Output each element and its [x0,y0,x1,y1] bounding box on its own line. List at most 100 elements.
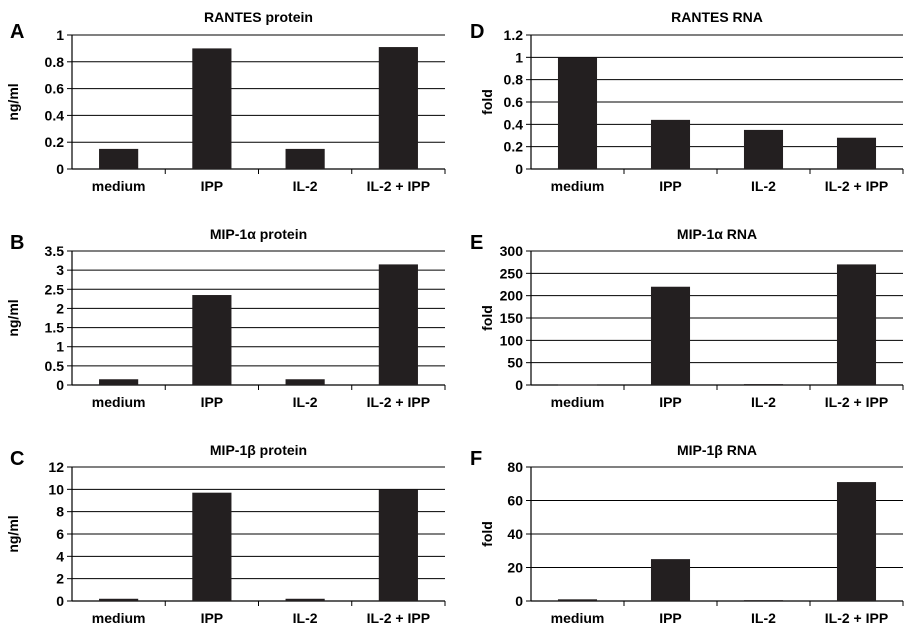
y-tick-label: 0 [56,161,64,177]
y-tick-label: 150 [500,310,524,326]
category-label: IL-2 [751,610,776,625]
bar-b-4 [378,264,418,385]
y-tick-label: 2 [56,300,64,316]
category-label: IL-2 + IPP [825,610,888,625]
category-label: medium [551,610,605,625]
category-label: IL-2 [293,394,318,410]
y-tick-label: 12 [48,459,64,475]
category-label: IPP [201,610,224,625]
category-label: IL-2 [293,610,318,625]
bar-b-2 [192,295,232,385]
y-tick-label: 250 [500,265,524,281]
category-label: IL-2 [751,394,776,410]
category-label: medium [551,394,605,410]
bar-e-2 [650,286,691,385]
y-tick-label: 1 [515,49,523,65]
bar-c-2 [192,492,232,601]
bar-c-1 [99,598,139,601]
bar-f-2 [650,559,691,601]
y-tick-label: 10 [48,481,64,497]
category-label: IL-2 [293,178,318,194]
chart-title-b: MIP-1α protein [210,226,307,242]
category-label: medium [92,178,146,194]
panel-letter-e: E [470,232,483,254]
category-label: medium [92,610,146,625]
y-tick-label: 20 [507,560,523,576]
category-label: IL-2 + IPP [367,178,430,194]
category-label: IL-2 + IPP [825,394,888,410]
y-axis-label-d: fold [479,89,495,115]
category-label: IPP [659,178,682,194]
panel-letter-f: F [470,448,482,470]
panel-letter-b: B [10,232,24,254]
y-tick-label: 4 [56,548,64,564]
category-label: IPP [659,610,682,625]
category-label: IL-2 [751,178,776,194]
y-tick-label: 3.5 [45,243,65,259]
category-label: medium [551,178,605,194]
y-tick-label: 40 [507,526,523,542]
y-tick-label: 0 [515,377,523,393]
y-tick-label: 0.5 [45,358,65,374]
y-axis-label-f: fold [479,521,495,547]
chart-title-d: RANTES RNA [671,9,763,25]
bar-f-4 [836,482,877,601]
bar-c-3 [285,598,325,601]
bar-f-3 [743,600,784,601]
bar-e-1 [557,384,598,386]
panel-letter-c: C [10,448,24,470]
y-tick-label: 60 [507,493,523,509]
y-tick-label: 8 [56,504,64,520]
y-tick-label: 300 [500,243,524,259]
chart-title-c: MIP-1β protein [210,442,307,458]
category-label: IPP [201,178,224,194]
y-axis-label-c: ng/ml [5,515,21,552]
y-tick-label: 0 [515,161,523,177]
y-tick-label: 0.8 [504,72,524,88]
bar-f-1 [557,599,598,601]
bar-a-4 [378,47,418,170]
bar-a-2 [192,48,232,169]
bar-d-3 [743,129,784,169]
y-tick-label: 0 [56,593,64,609]
y-tick-label: 0.8 [45,54,65,70]
y-tick-label: 100 [500,332,524,348]
panel-letter-a: A [10,21,24,43]
bar-d-4 [836,137,877,169]
y-tick-label: 2.5 [45,281,65,297]
category-label: IL-2 + IPP [367,394,430,410]
y-tick-label: 50 [507,355,523,371]
y-axis-label-a: ng/ml [5,83,21,120]
y-tick-label: 80 [507,459,523,475]
category-label: IL-2 + IPP [825,178,888,194]
category-label: medium [92,394,146,410]
y-tick-label: 2 [56,571,64,587]
y-tick-label: 0.4 [504,116,524,132]
bar-e-4 [836,264,877,385]
bar-a-1 [99,148,139,169]
bar-d-2 [650,119,691,169]
y-tick-label: 0 [56,377,64,393]
chart-title-e: MIP-1α RNA [677,226,757,242]
category-label: IPP [659,394,682,410]
chart-title-a: RANTES protein [204,9,313,25]
y-tick-label: 1 [56,339,64,355]
bar-c-4 [378,489,418,601]
y-tick-label: 200 [500,288,524,304]
chart-title-f: MIP-1β RNA [677,442,757,458]
y-tick-label: 0.4 [45,107,65,123]
y-tick-label: 6 [56,526,64,542]
y-tick-label: 1 [56,27,64,43]
bar-b-1 [99,379,139,385]
y-tick-label: 1.2 [504,27,524,43]
bar-e-3 [743,384,784,385]
y-tick-label: 0.2 [45,134,65,150]
category-label: IPP [201,394,224,410]
bar-d-1 [557,57,598,170]
panel-letter-d: D [470,21,484,43]
y-tick-label: 0.6 [504,94,524,110]
y-tick-label: 0.2 [504,139,524,155]
y-axis-label-b: ng/ml [5,299,21,336]
bar-b-3 [285,379,325,385]
